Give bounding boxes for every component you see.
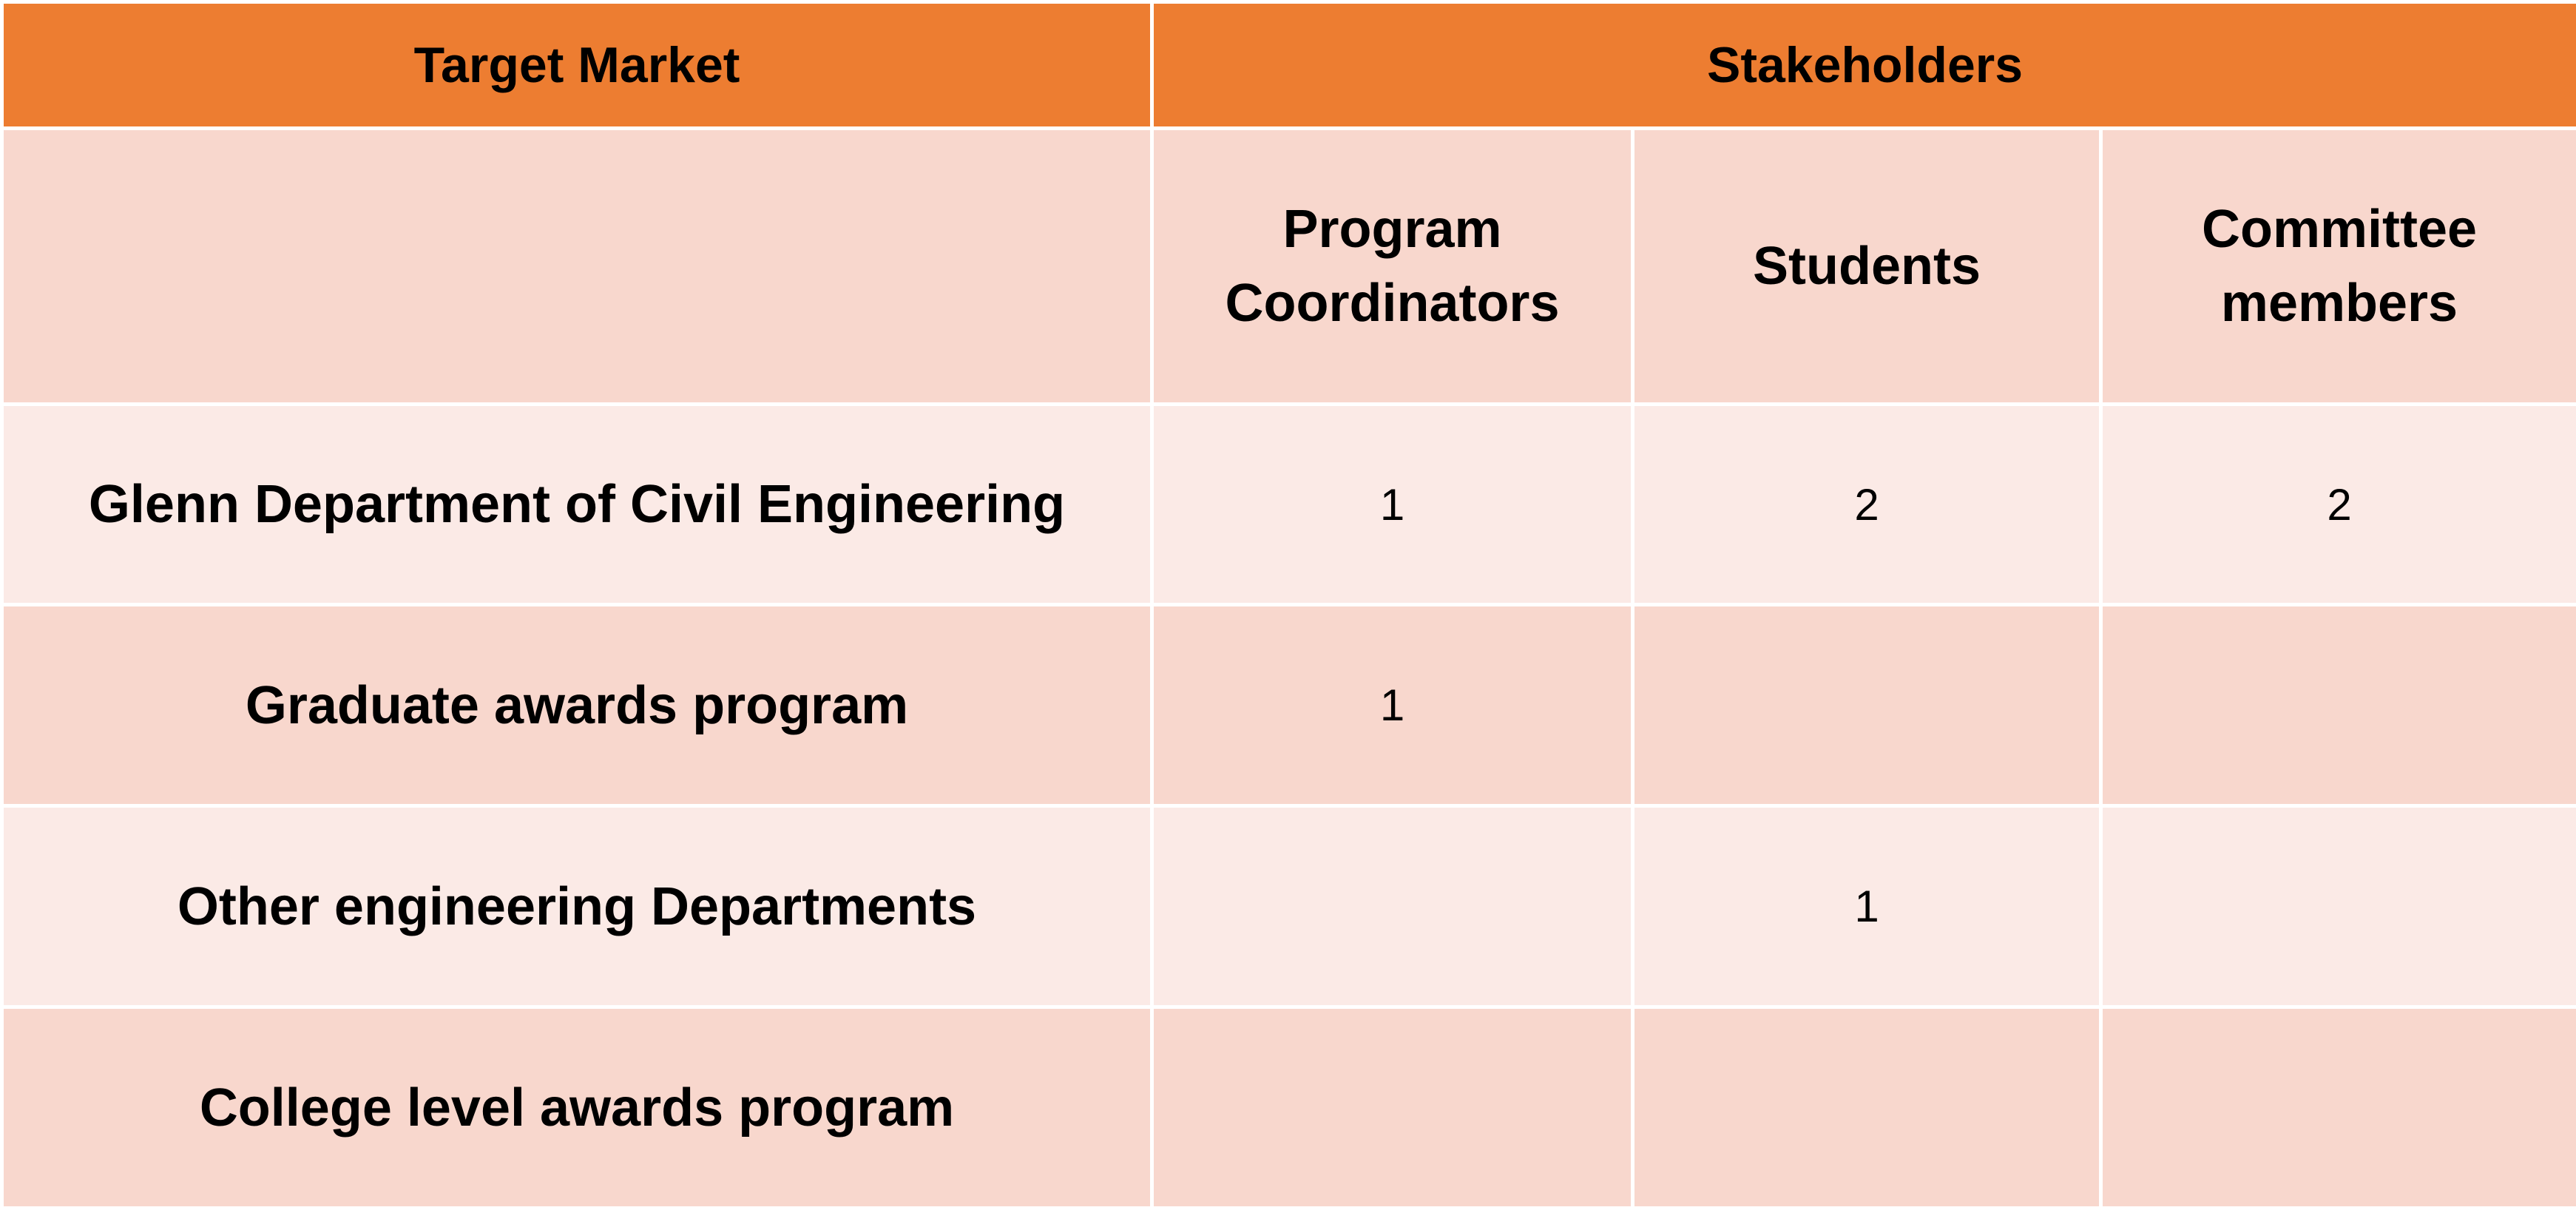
subheader-empty-cell: [0, 126, 1154, 406]
table-row: College level awards program: [0, 1005, 2576, 1210]
header-stakeholders: Stakeholders: [1149, 0, 2576, 131]
row-label: College level awards program: [0, 1005, 1154, 1210]
table-row: Graduate awards program 1: [0, 603, 2576, 808]
table-cell: [2098, 1005, 2576, 1210]
table-cell: [2098, 804, 2576, 1010]
header-row: Target Market Stakeholders: [0, 0, 2576, 131]
row-label: Graduate awards program: [0, 603, 1154, 808]
table-cell: 1: [1631, 804, 2103, 1010]
subheader-row: Program Coordinators Students Committee …: [0, 126, 2576, 406]
table-cell: [1631, 1005, 2103, 1210]
table-cell: [1631, 603, 2103, 808]
table-cell: [1150, 1005, 1634, 1210]
table-row: Other engineering Departments 1: [0, 804, 2576, 1010]
table-row: Glenn Department of Civil Engineering 1 …: [0, 402, 2576, 607]
table-cell: 2: [1631, 402, 2103, 607]
row-label: Glenn Department of Civil Engineering: [0, 402, 1154, 607]
table-cell: [1150, 804, 1634, 1010]
table-cell: 1: [1150, 402, 1634, 607]
table-cell: 2: [2098, 402, 2576, 607]
column-header-students: Students: [1631, 126, 2103, 406]
column-header-program-coordinators: Program Coordinators: [1150, 126, 1634, 406]
row-label: Other engineering Departments: [0, 804, 1154, 1010]
header-target-market: Target Market: [0, 0, 1154, 131]
table-cell: [2098, 603, 2576, 808]
column-header-committee-members: Committee members: [2098, 126, 2576, 406]
table-cell: 1: [1150, 603, 1634, 808]
